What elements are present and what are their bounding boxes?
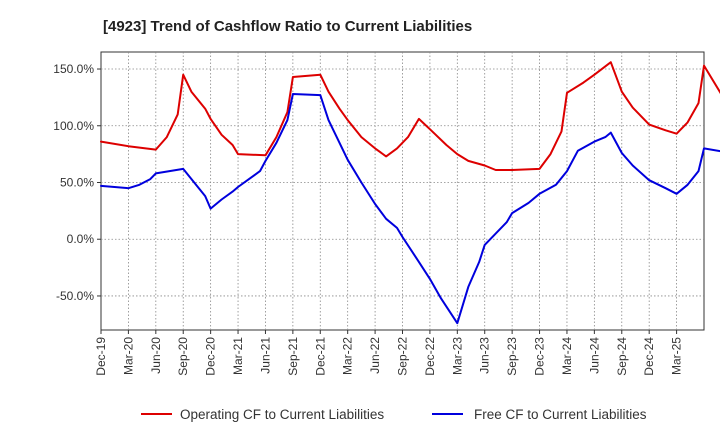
x-tick-label: Mar-22 [341,337,355,375]
x-tick-label: Sep-24 [615,337,629,376]
x-tick-label: Jun-22 [368,337,382,374]
x-tick-label: Jun-20 [149,337,163,374]
x-tick-label: Mar-23 [450,337,464,375]
x-tick-label: Jun-21 [258,337,272,374]
x-tick-label: Sep-21 [286,337,300,376]
x-tick-label: Mar-20 [121,337,135,375]
plot-area [100,51,705,331]
x-tick-label: Mar-21 [231,337,245,375]
series-line-operating-cf [100,61,720,171]
y-tick-label: 100.0% [53,119,94,133]
legend-label-operating-cf: Operating CF to Current Liabilities [180,407,384,422]
x-tick-label: Dec-24 [642,337,656,376]
y-tick-label: -50.0% [56,289,94,303]
grid-layer [101,52,704,330]
x-tick-label: Sep-22 [396,337,410,376]
x-tick-label: Sep-23 [505,337,519,376]
chart-title: [4923] Trend of Cashflow Ratio to Curren… [103,18,472,35]
y-axis: 150.0% 100.0% 50.0% 0.0% -50.0% [53,62,101,303]
y-tick-label: 0.0% [67,232,95,246]
series-line-free-cf [100,93,720,325]
x-axis: Dec-19 Mar-20 Jun-20 Sep-20 Dec-20 Mar-21 Jun-… [94,330,684,376]
x-tick-label: Dec-23 [533,337,547,376]
y-tick-label: 50.0% [60,175,94,189]
x-tick-label: Dec-22 [423,337,437,376]
x-tick-label: Dec-19 [94,337,108,376]
x-tick-label: Dec-21 [313,337,327,376]
legend-label-free-cf: Free CF to Current Liabilities [474,407,647,422]
legend: Operating CF to Current Liabilities Free… [141,407,647,422]
x-tick-label: Jun-24 [587,337,601,374]
x-tick-label: Sep-20 [176,337,190,376]
y-tick-label: 150.0% [53,62,94,76]
x-tick-label: Mar-25 [670,337,684,375]
x-tick-label: Jun-23 [478,337,492,374]
x-tick-label: Mar-24 [560,337,574,375]
x-tick-label: Dec-20 [204,337,218,376]
series-layer [100,61,720,325]
